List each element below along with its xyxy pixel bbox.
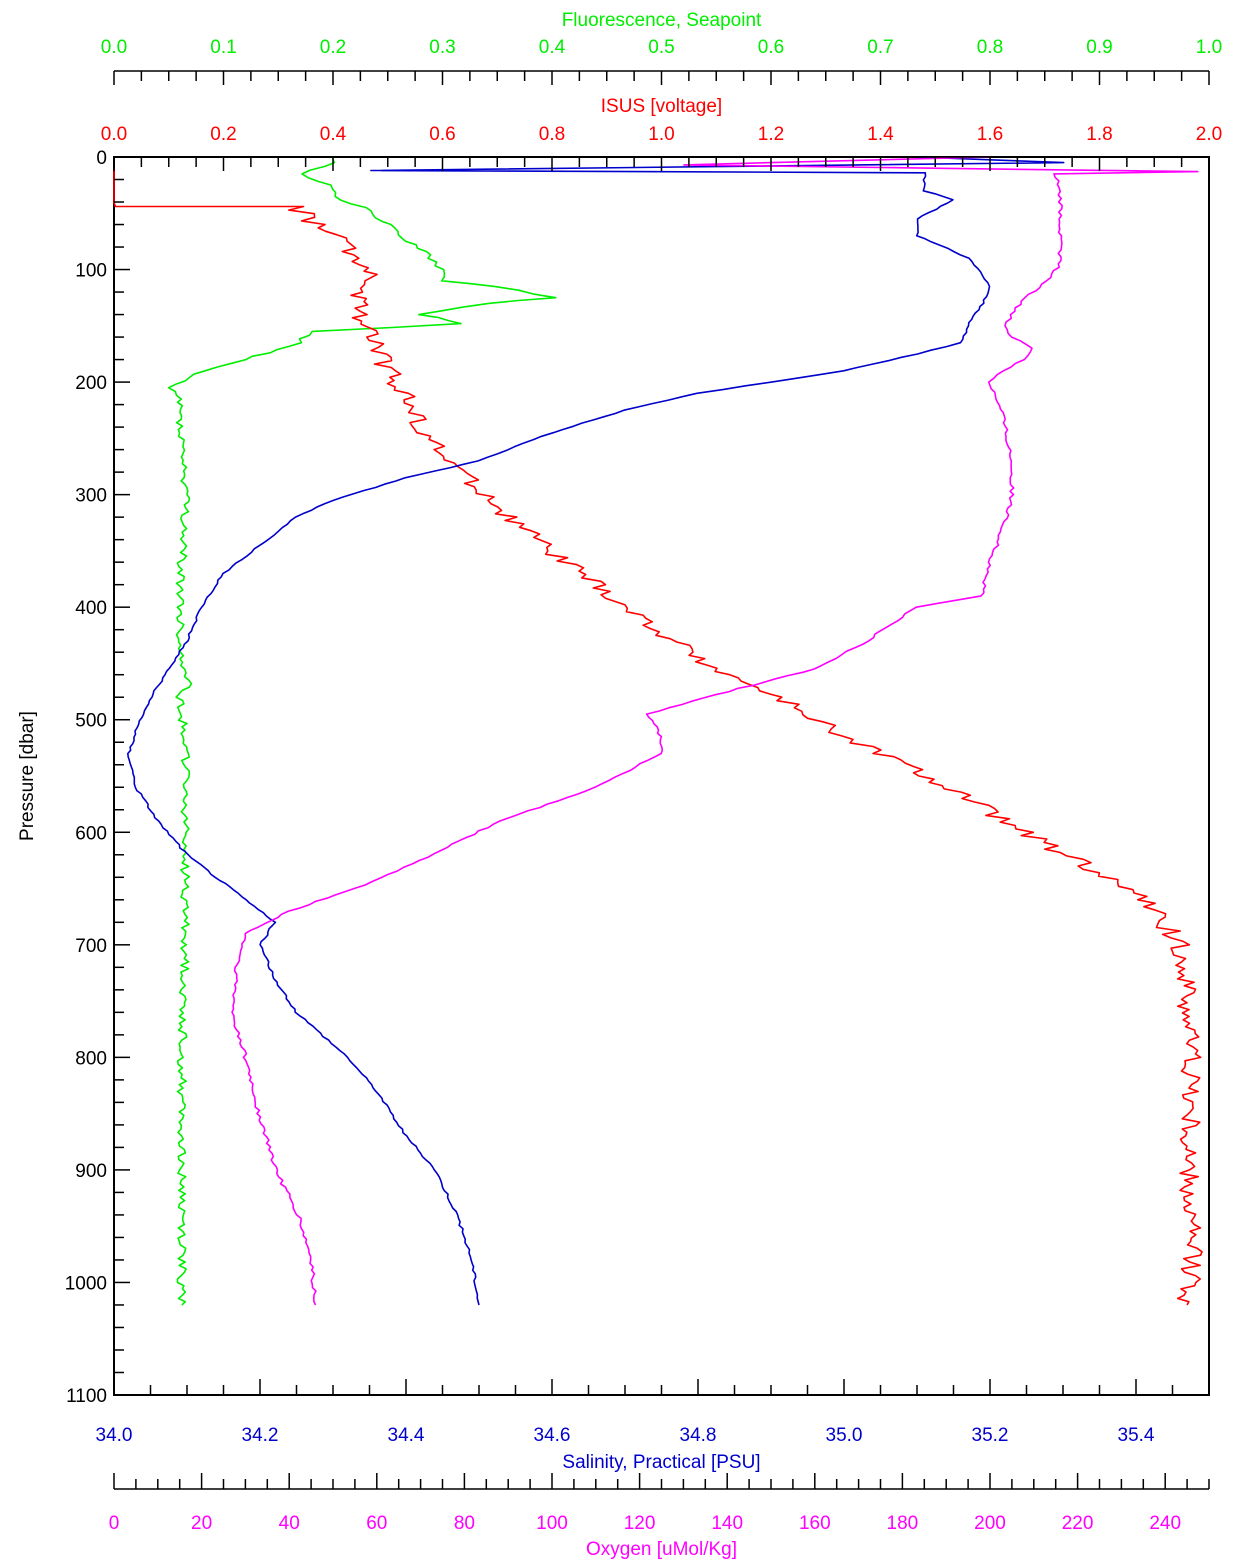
isus-profile-line — [113, 168, 1203, 1306]
oxygen-tick-label: 40 — [279, 1513, 300, 1534]
y-tick-label: 100 — [75, 261, 107, 282]
y-tick-label: 900 — [75, 1161, 107, 1182]
fluorescence-tick-label: 0.4 — [539, 37, 566, 58]
y-tick-label: 200 — [75, 373, 107, 394]
y-axis: 0 100 200 300 400 500 600 700 800 900 1000 1100 — [65, 148, 130, 1407]
oxygen-tick-label: 60 — [366, 1513, 387, 1534]
fluorescence-tick-label: 0.5 — [648, 37, 674, 58]
isus-axis-title: ISUS [voltage] — [601, 96, 722, 117]
salinity-tick-label: 35.2 — [972, 1425, 1009, 1446]
fluorescence-profile-line — [167, 157, 557, 1306]
salinity-tick-label: 34.6 — [534, 1425, 571, 1446]
y-tick-label: 700 — [75, 936, 107, 957]
y-tick-label: 500 — [75, 711, 107, 732]
salinity-tick-label: 34.2 — [242, 1425, 279, 1446]
fluorescence-tick-label: 0.9 — [1086, 37, 1112, 58]
oxygen-tick-label: 0 — [109, 1513, 120, 1534]
fluorescence-tick-label: 0.1 — [210, 37, 236, 58]
salinity-tick-label: 34.8 — [680, 1425, 717, 1446]
oxygen-tick-label: 120 — [624, 1513, 656, 1534]
salinity-tick-label: 35.4 — [1118, 1425, 1155, 1446]
salinity-axis: 34.0 34.2 34.4 34.6 34.8 35.0 35.2 35.4 — [96, 1379, 1210, 1446]
isus-tick-label: 1.0 — [648, 124, 674, 145]
fluorescence-tick-label: 1.0 — [1196, 37, 1222, 58]
fluorescence-axis-title: Fluorescence, Seapoint — [562, 10, 762, 31]
y-tick-label: 400 — [75, 598, 107, 619]
salinity-tick-label: 35.0 — [826, 1425, 863, 1446]
oxygen-axis: 0 20 40 60 80 100 120 140 160 180 200 220 240 — [109, 1473, 1210, 1534]
oxygen-tick-label: 100 — [536, 1513, 568, 1534]
y-tick-label: 0 — [96, 148, 107, 169]
fluorescence-tick-label: 0.2 — [320, 37, 346, 58]
y-tick-label: 1100 — [66, 1386, 107, 1407]
isus-tick-label: 1.2 — [758, 124, 784, 145]
y-tick-label: 600 — [75, 823, 107, 844]
fluorescence-tick-label: 0.6 — [758, 37, 784, 58]
isus-tick-label: 0.2 — [210, 124, 236, 145]
y-tick-label: 1000 — [65, 1273, 107, 1294]
isus-tick-label: 0.6 — [429, 124, 455, 145]
series-layer — [113, 156, 1203, 1306]
oxygen-axis-title: Oxygen [uMol/Kg] — [586, 1539, 737, 1560]
salinity-profile-line — [127, 156, 1065, 1306]
fluorescence-tick-label: 0.8 — [977, 37, 1003, 58]
isus-tick-label: 0.8 — [539, 124, 565, 145]
y-tick-label: 300 — [75, 486, 107, 507]
plot-frame — [113, 156, 1210, 1396]
isus-tick-label: 1.8 — [1086, 124, 1112, 145]
salinity-axis-title: Salinity, Practical [PSU] — [562, 1452, 760, 1473]
oxygen-tick-label: 20 — [191, 1513, 212, 1534]
fluorescence-tick-label: 0.0 — [101, 37, 127, 58]
oxygen-tick-label: 240 — [1149, 1513, 1181, 1534]
isus-tick-label: 1.6 — [977, 124, 1003, 145]
oxygen-profile-line — [231, 156, 1199, 1306]
isus-tick-label: 1.4 — [867, 124, 894, 145]
oxygen-tick-label: 200 — [974, 1513, 1006, 1534]
oxygen-tick-label: 80 — [454, 1513, 475, 1534]
salinity-tick-label: 34.4 — [388, 1425, 425, 1446]
oxygen-tick-label: 220 — [1062, 1513, 1094, 1534]
salinity-tick-label: 34.0 — [96, 1425, 133, 1446]
isus-tick-label: 2.0 — [1196, 124, 1222, 145]
oxygen-tick-label: 180 — [887, 1513, 919, 1534]
isus-axis: 0.0 0.2 0.4 0.6 0.8 1.0 1.2 1.4 1.6 1.8 2.0 — [101, 124, 1222, 171]
isus-tick-label: 0.4 — [320, 124, 347, 145]
fluorescence-axis: 0.0 0.1 0.2 0.3 0.4 0.5 0.6 0.7 0.8 0.9 1.0 — [101, 37, 1222, 85]
oxygen-tick-label: 140 — [711, 1513, 743, 1534]
fluorescence-tick-label: 0.3 — [429, 37, 455, 58]
fluorescence-tick-label: 0.7 — [867, 37, 893, 58]
y-axis-title: Pressure [dbar] — [17, 711, 38, 841]
oxygen-tick-label: 160 — [799, 1513, 831, 1534]
isus-tick-label: 0.0 — [101, 124, 127, 145]
y-tick-label: 800 — [75, 1048, 107, 1069]
